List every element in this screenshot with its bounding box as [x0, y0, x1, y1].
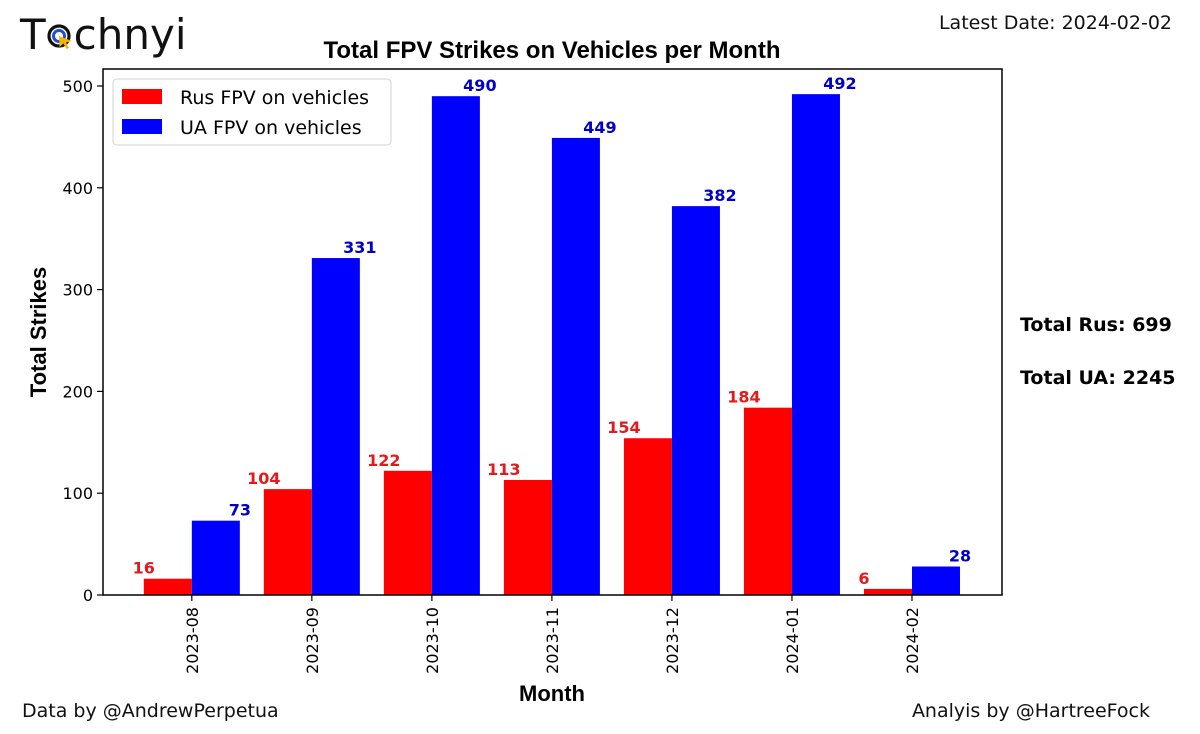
cursor-target-icon	[47, 14, 73, 49]
x-tick-label: 2023-11	[543, 607, 562, 674]
total-rus: Total Rus: 699	[1020, 314, 1172, 336]
legend-swatch-ua	[122, 119, 162, 134]
bar-rus-2023-11	[503, 479, 552, 595]
legend-box	[112, 78, 392, 146]
data-label-ua-2023-08: 73	[229, 501, 251, 520]
y-tick-label: 400	[62, 179, 93, 198]
data-label-rus-2023-12: 154	[607, 418, 640, 437]
y-tick-label: 500	[62, 77, 93, 96]
bar-ua-2023-11	[551, 137, 600, 595]
total-ua: Total UA: 2245	[1020, 367, 1176, 389]
x-axis-label: Month	[519, 681, 585, 706]
bar-rus-2023-12	[623, 438, 672, 595]
x-axis: 2023-08 2023-09 2023-10 2023-11 2023-12 2024-…	[183, 595, 922, 674]
bar-rus-2023-10	[383, 470, 432, 595]
bar-ua-2023-08	[191, 520, 240, 595]
bar-ua-2023-10	[431, 96, 480, 595]
legend-label-rus: Rus FPV on vehicles	[180, 87, 369, 109]
y-tick-label: 100	[62, 484, 93, 503]
bar-ua-2023-12	[671, 206, 720, 595]
data-label-rus-2023-08: 16	[133, 559, 155, 578]
data-credit: Data by @AndrewPerpetua	[22, 700, 279, 722]
logo-text-prefix: T	[20, 10, 46, 59]
y-axis: 0 100 200 300 400 500	[62, 77, 103, 605]
data-label-ua-2023-10: 490	[463, 76, 496, 95]
data-labels-group: 16 104 122 113 154 184 6 73 331 490 449 382 492 28	[133, 74, 971, 588]
x-tick-label: 2024-01	[783, 607, 802, 674]
data-label-rus-2024-02: 6	[858, 569, 869, 588]
bars-group	[143, 94, 960, 596]
logo-text-suffix: chnyi	[73, 10, 187, 59]
y-axis-label: Total Strikes	[26, 267, 51, 397]
data-label-ua-2023-12: 382	[703, 186, 736, 205]
y-tick-label: 200	[62, 382, 93, 401]
x-tick-label: 2023-08	[183, 607, 202, 674]
data-label-ua-2023-09: 331	[343, 238, 376, 257]
bar-rus-2024-02	[863, 588, 912, 595]
x-tick-label: 2023-09	[303, 607, 322, 674]
data-label-ua-2024-02: 28	[949, 546, 971, 565]
plot-frame	[102, 68, 1003, 596]
chart-title: Total FPV Strikes on Vehicles per Month	[324, 37, 781, 64]
x-tick-label: 2023-10	[423, 607, 442, 674]
latest-date: Latest Date: 2024-02-02	[938, 12, 1172, 34]
y-tick-label: 0	[83, 586, 93, 605]
x-tick-label: 2023-12	[663, 607, 682, 674]
data-label-rus-2024-01: 184	[727, 388, 760, 407]
bar-rus-2023-08	[143, 578, 192, 595]
bar-rus-2024-01	[743, 407, 792, 595]
bar-rus-2023-09	[263, 489, 312, 595]
data-label-rus-2023-10: 122	[367, 451, 400, 470]
data-label-rus-2023-09: 104	[247, 469, 280, 488]
legend-label-ua: UA FPV on vehicles	[180, 117, 362, 139]
bar-ua-2024-01	[791, 94, 840, 596]
data-label-ua-2024-01: 492	[823, 74, 856, 93]
legend: Rus FPV on vehicles UA FPV on vehicles	[112, 78, 392, 146]
data-label-rus-2023-11: 113	[487, 460, 520, 479]
data-label-ua-2023-11: 449	[583, 118, 616, 137]
x-tick-label: 2024-02	[903, 607, 922, 674]
analysis-credit: Analyis by @HartreeFock	[911, 700, 1150, 722]
legend-swatch-rus	[122, 89, 162, 104]
bar-ua-2024-02	[911, 566, 960, 595]
y-tick-label: 300	[62, 281, 93, 300]
bar-ua-2023-09	[311, 258, 360, 595]
